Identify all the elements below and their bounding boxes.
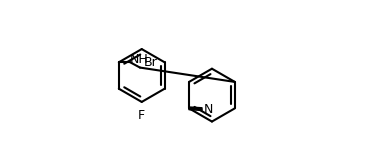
Text: F: F — [138, 109, 145, 122]
Text: N: N — [204, 103, 213, 116]
Text: NH: NH — [130, 53, 149, 66]
Text: Br: Br — [144, 56, 158, 69]
